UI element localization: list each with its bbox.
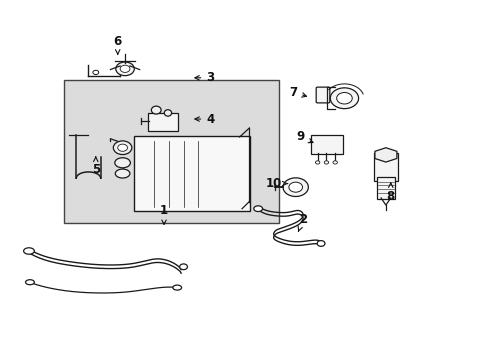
Ellipse shape	[118, 144, 127, 151]
Ellipse shape	[113, 141, 132, 154]
Polygon shape	[374, 148, 396, 162]
Ellipse shape	[288, 182, 302, 192]
Text: 2: 2	[298, 213, 306, 231]
FancyBboxPatch shape	[376, 177, 394, 199]
Text: 5: 5	[91, 157, 100, 176]
Ellipse shape	[336, 93, 351, 104]
Ellipse shape	[179, 264, 187, 270]
Ellipse shape	[93, 70, 99, 75]
Text: 7: 7	[288, 86, 306, 99]
Ellipse shape	[115, 169, 130, 178]
Ellipse shape	[23, 248, 34, 254]
Ellipse shape	[332, 161, 337, 164]
Ellipse shape	[25, 280, 34, 285]
Ellipse shape	[120, 65, 130, 72]
Text: 8: 8	[386, 183, 394, 203]
Ellipse shape	[151, 106, 161, 114]
Text: 1: 1	[160, 204, 168, 224]
Ellipse shape	[324, 161, 328, 164]
Bar	[64, 80, 278, 223]
Ellipse shape	[164, 110, 171, 116]
FancyBboxPatch shape	[134, 136, 250, 211]
Ellipse shape	[172, 285, 181, 290]
FancyBboxPatch shape	[148, 113, 177, 131]
Text: 10: 10	[265, 177, 287, 190]
FancyBboxPatch shape	[373, 153, 397, 181]
Ellipse shape	[116, 62, 134, 76]
Ellipse shape	[283, 178, 308, 197]
FancyBboxPatch shape	[316, 87, 329, 103]
Text: 3: 3	[195, 71, 214, 84]
Ellipse shape	[315, 161, 319, 164]
Ellipse shape	[317, 240, 325, 246]
Text: 4: 4	[195, 113, 214, 126]
FancyBboxPatch shape	[311, 135, 342, 154]
Ellipse shape	[253, 206, 262, 212]
Ellipse shape	[115, 158, 130, 168]
Text: 9: 9	[296, 130, 312, 144]
Ellipse shape	[330, 88, 358, 109]
Text: 6: 6	[113, 35, 122, 54]
